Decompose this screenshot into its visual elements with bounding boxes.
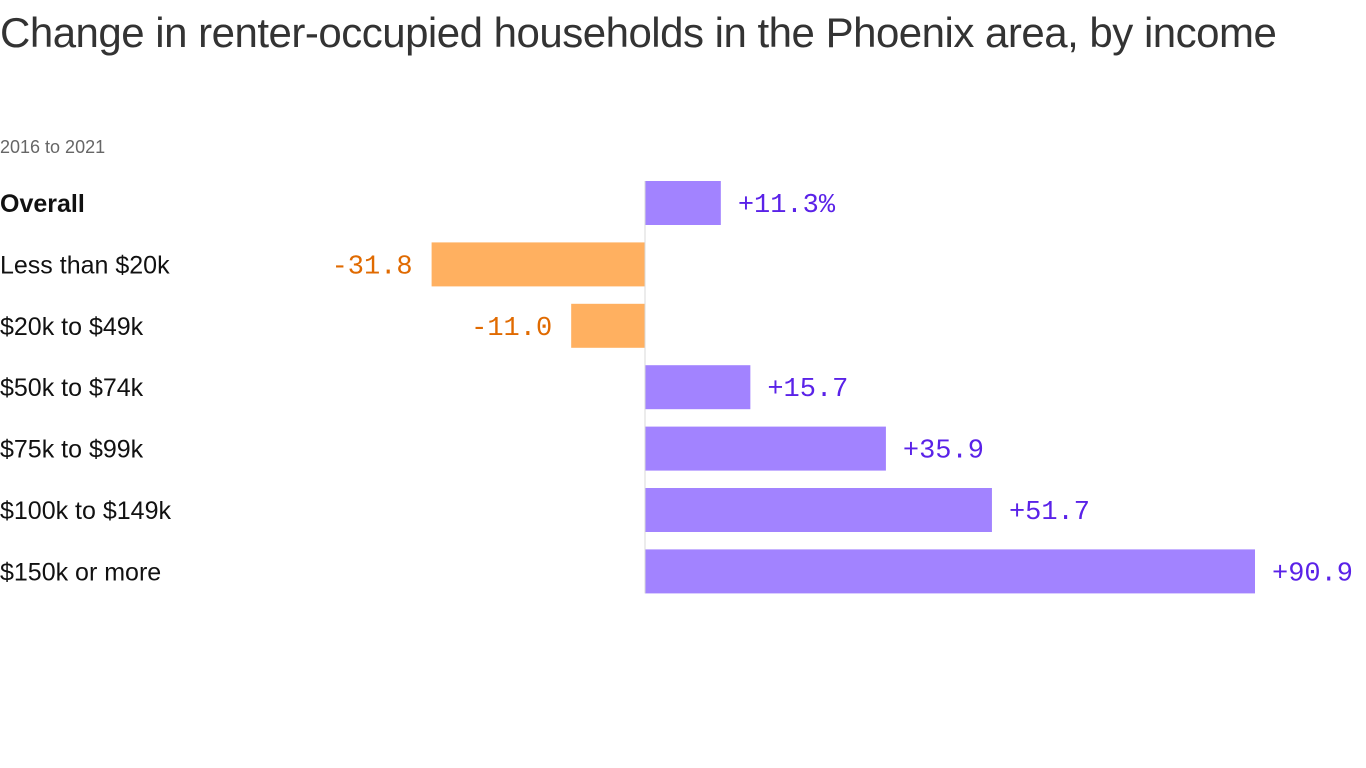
data-label: -11.0 <box>471 314 552 344</box>
chart-subtitle: 2016 to 2021 <box>0 137 106 157</box>
data-label: +15.7 <box>767 375 848 405</box>
category-label: $150k or more <box>0 558 161 586</box>
bar <box>645 549 1255 594</box>
data-label: -31.8 <box>332 252 413 282</box>
category-label: $20k to $49k <box>0 313 144 341</box>
data-label: +90.9 <box>1272 559 1353 589</box>
category-label: $100k to $149k <box>0 497 171 525</box>
bar <box>645 365 751 410</box>
bar <box>431 242 645 287</box>
category-label: $50k to $74k <box>0 374 144 402</box>
data-label: +51.7 <box>1009 498 1090 528</box>
chart-title: Change in renter-occupied households in … <box>0 9 1277 56</box>
data-label: +35.9 <box>903 437 984 467</box>
category-label: Overall <box>0 190 85 218</box>
bar <box>571 303 645 348</box>
bar <box>645 488 992 532</box>
category-label: $75k to $99k <box>0 436 144 464</box>
bar <box>645 426 886 471</box>
data-label: +11.3% <box>738 191 836 221</box>
bar <box>645 181 721 225</box>
category-label: Less than $20k <box>0 251 170 279</box>
